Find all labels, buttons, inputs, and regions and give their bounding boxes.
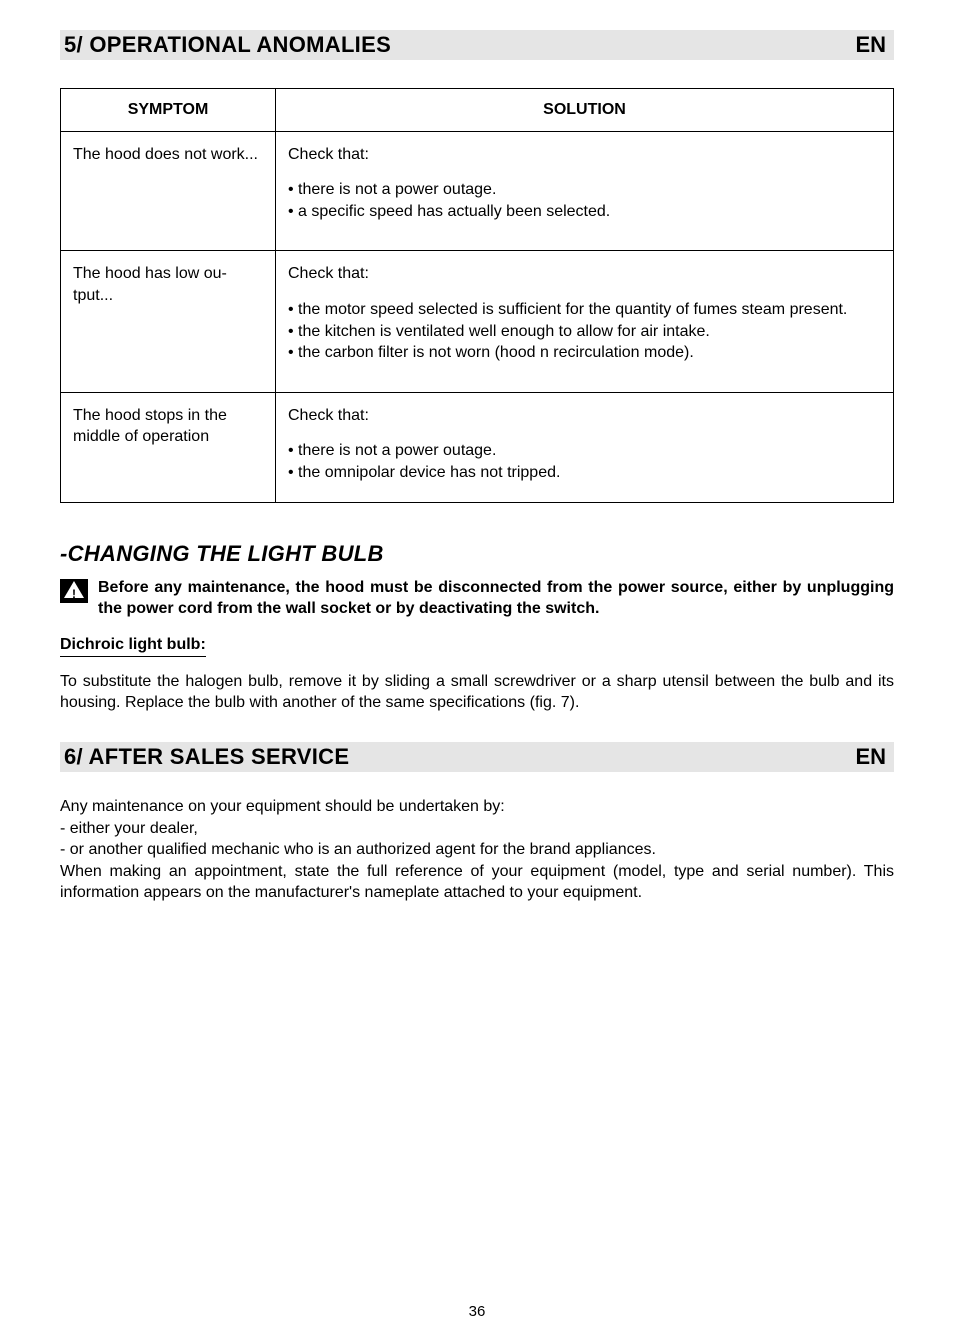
solution-bullet: • the kitchen is ventilated well enough …: [288, 321, 879, 343]
warning-block: ! Before any maintenance, the hood must …: [60, 577, 894, 620]
solution-cell: Check that: • the motor speed selected i…: [276, 251, 894, 392]
body-line: - or another qualified mechanic who is a…: [60, 839, 894, 861]
table-row: The hood has low ou-tput... Check that: …: [61, 251, 894, 392]
table-header-row: SYMPTOM SOLUTION: [61, 89, 894, 132]
solution-bullet: • the carbon filter is not worn (hood n …: [288, 342, 879, 364]
solution-head: Check that:: [288, 405, 879, 427]
table-row: The hood stops in the middle of operatio…: [61, 392, 894, 502]
dichroic-label-wrap: Dichroic light bulb:: [60, 636, 894, 671]
dichroic-label: Dichroic light bulb:: [60, 636, 206, 657]
symptom-cell: The hood does not work...: [61, 131, 276, 251]
section-title: 5/ OPERATIONAL ANOMALIES: [64, 32, 391, 58]
solution-cell: Check that: • there is not a power outag…: [276, 131, 894, 251]
table-row: The hood does not work... Check that: • …: [61, 131, 894, 251]
body-line: - either your dealer,: [60, 818, 894, 840]
section-lang-badge: EN: [855, 744, 886, 770]
solution-bullet: • the omnipolar device has not tripped.: [288, 462, 879, 484]
solution-cell: Check that: • there is not a power outag…: [276, 392, 894, 502]
solution-bullet: • a specific speed has actually been sel…: [288, 201, 879, 223]
table-header-solution: SOLUTION: [276, 89, 894, 132]
symptom-cell: The hood stops in the middle of operatio…: [61, 392, 276, 502]
warning-text: Before any maintenance, the hood must be…: [98, 577, 894, 620]
section-title: 6/ AFTER SALES SERVICE: [64, 744, 349, 770]
body-line: Any maintenance on your equipment should…: [60, 796, 894, 818]
symptom-cell: The hood has low ou-tput...: [61, 251, 276, 392]
subsection-title-changing-bulb: -CHANGING THE LIGHT BULB: [60, 541, 894, 567]
symptom-solution-table: SYMPTOM SOLUTION The hood does not work.…: [60, 88, 894, 503]
page-root: 5/ OPERATIONAL ANOMALIES EN SYMPTOM SOLU…: [0, 0, 954, 1336]
solution-bullet: • the motor speed selected is sufficient…: [288, 299, 879, 321]
warning-text-content: Before any maintenance, the hood must be…: [98, 579, 894, 618]
solution-bullet: • there is not a power outage.: [288, 179, 879, 201]
page-number: 36: [0, 1303, 954, 1320]
solution-head: Check that:: [288, 144, 879, 166]
solution-bullet: • there is not a power outage.: [288, 440, 879, 462]
warning-icon: !: [60, 579, 88, 603]
section-bar-operational-anomalies: 5/ OPERATIONAL ANOMALIES EN: [60, 30, 894, 60]
section-bar-after-sales: 6/ AFTER SALES SERVICE EN: [60, 742, 894, 772]
body-tail: When making an appointment, state the fu…: [60, 861, 894, 904]
after-sales-body: Any maintenance on your equipment should…: [60, 796, 894, 904]
table-header-symptom: SYMPTOM: [61, 89, 276, 132]
solution-head: Check that:: [288, 263, 879, 285]
section-lang-badge: EN: [855, 32, 886, 58]
dichroic-body: To substitute the halogen bulb, remove i…: [60, 671, 894, 714]
